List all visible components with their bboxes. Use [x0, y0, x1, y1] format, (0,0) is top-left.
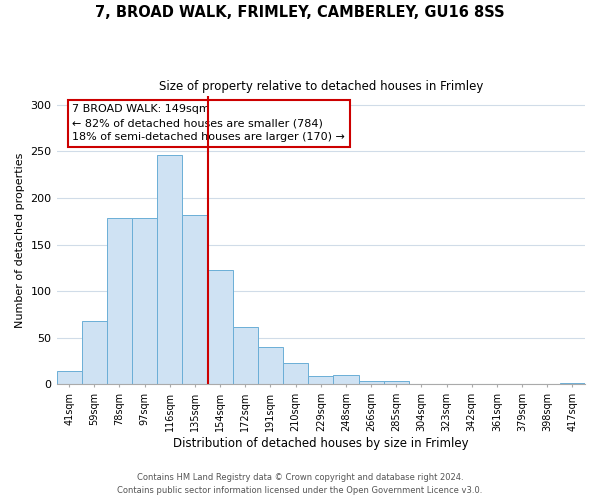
Bar — [359, 380, 383, 384]
Bar — [82, 321, 107, 384]
Bar — [208, 270, 233, 384]
Bar — [334, 375, 359, 384]
Text: 7 BROAD WALK: 149sqm
← 82% of detached houses are smaller (784)
18% of semi-deta: 7 BROAD WALK: 149sqm ← 82% of detached h… — [73, 104, 345, 142]
Text: 7, BROAD WALK, FRIMLEY, CAMBERLEY, GU16 8SS: 7, BROAD WALK, FRIMLEY, CAMBERLEY, GU16 … — [95, 5, 505, 20]
Bar — [258, 347, 283, 385]
Bar — [182, 215, 208, 384]
Bar — [132, 218, 157, 384]
Bar — [308, 376, 334, 384]
X-axis label: Distribution of detached houses by size in Frimley: Distribution of detached houses by size … — [173, 437, 469, 450]
Bar — [233, 326, 258, 384]
Title: Size of property relative to detached houses in Frimley: Size of property relative to detached ho… — [158, 80, 483, 93]
Bar — [383, 380, 409, 384]
Bar — [283, 363, 308, 384]
Y-axis label: Number of detached properties: Number of detached properties — [15, 152, 25, 328]
Bar — [56, 372, 82, 384]
Text: Contains HM Land Registry data © Crown copyright and database right 2024.
Contai: Contains HM Land Registry data © Crown c… — [118, 474, 482, 495]
Bar — [107, 218, 132, 384]
Bar — [560, 382, 585, 384]
Bar — [157, 155, 182, 384]
